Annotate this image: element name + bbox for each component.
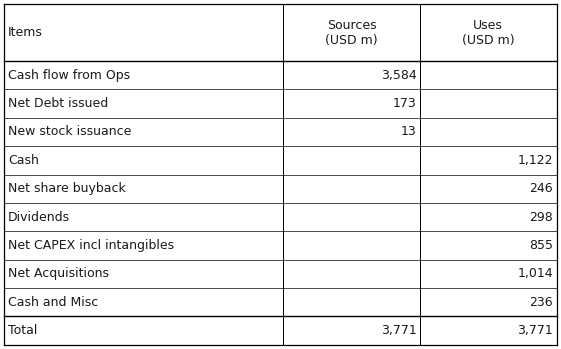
Text: 855: 855 [529, 239, 553, 252]
Text: 3,771: 3,771 [381, 324, 417, 337]
Text: Uses
(USD m): Uses (USD m) [462, 18, 514, 46]
Text: 13: 13 [401, 125, 417, 139]
Text: Total: Total [8, 324, 37, 337]
Text: Net CAPEX incl intangibles: Net CAPEX incl intangibles [8, 239, 174, 252]
Text: Items: Items [8, 26, 43, 39]
Text: New stock issuance: New stock issuance [8, 125, 131, 139]
Text: 246: 246 [530, 182, 553, 195]
Text: 173: 173 [393, 97, 417, 110]
Text: Net Acquisitions: Net Acquisitions [8, 267, 109, 280]
Text: Cash and Misc: Cash and Misc [8, 296, 98, 309]
Text: 236: 236 [530, 296, 553, 309]
Text: Net Debt issued: Net Debt issued [8, 97, 108, 110]
Text: 1,122: 1,122 [518, 154, 553, 167]
Text: 3,771: 3,771 [517, 324, 553, 337]
Text: Sources
(USD m): Sources (USD m) [325, 18, 378, 46]
Text: 3,584: 3,584 [381, 69, 417, 82]
Text: Net share buyback: Net share buyback [8, 182, 126, 195]
Text: 1,014: 1,014 [518, 267, 553, 280]
Text: Cash flow from Ops: Cash flow from Ops [8, 69, 130, 82]
Text: Dividends: Dividends [8, 210, 70, 224]
Text: 298: 298 [530, 210, 553, 224]
Text: Cash: Cash [8, 154, 39, 167]
